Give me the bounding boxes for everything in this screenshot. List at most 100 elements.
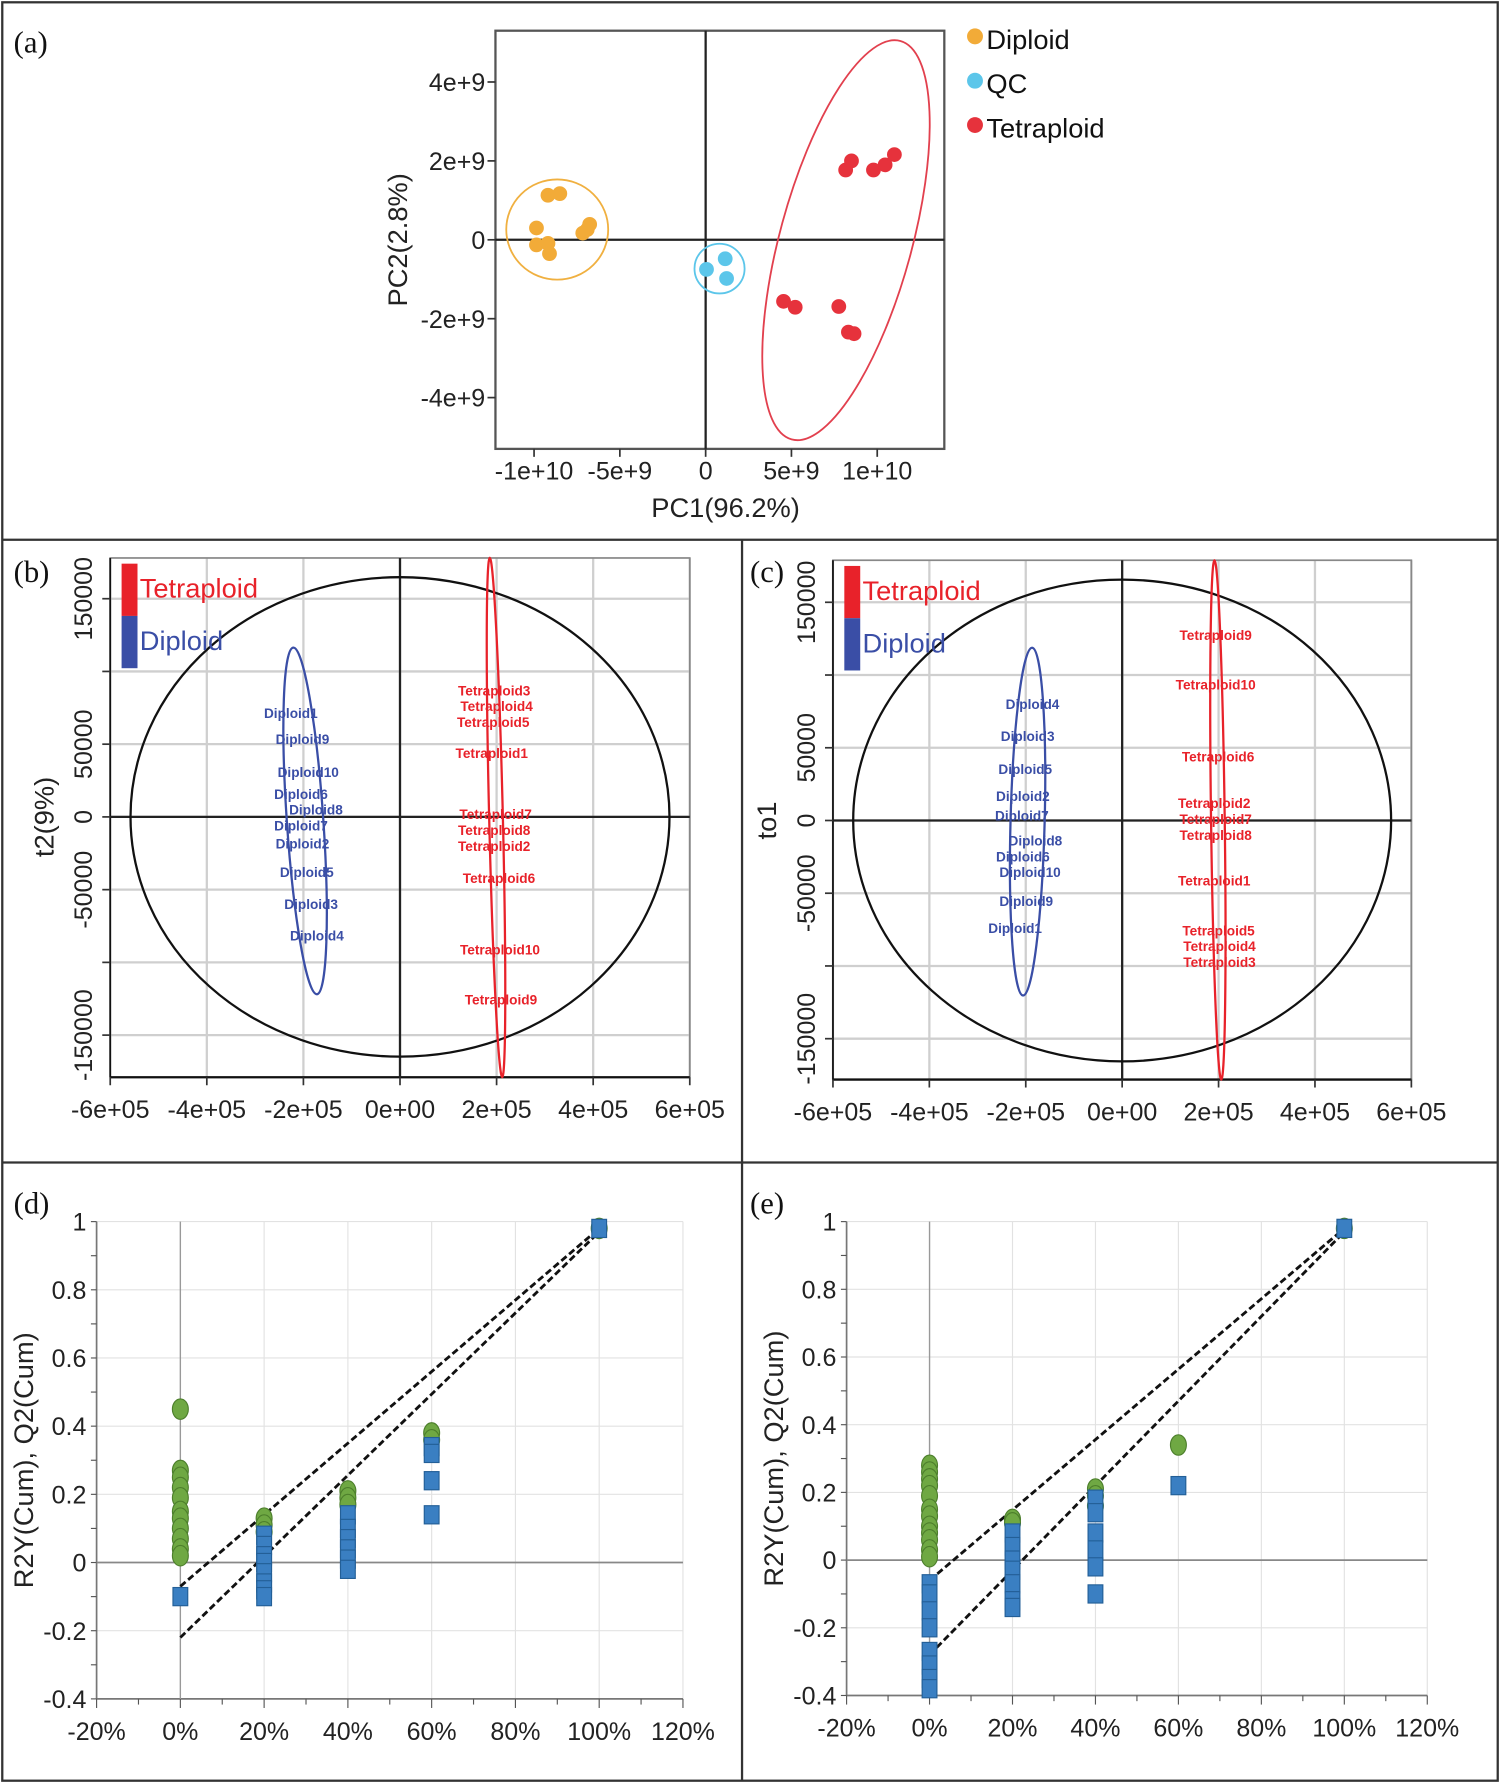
x-tick-label: 2e+05 bbox=[461, 1096, 531, 1124]
q2-point bbox=[921, 1584, 938, 1604]
x-tick-label: -6e+05 bbox=[794, 1098, 873, 1126]
y-tick-label: 1 bbox=[822, 1209, 836, 1237]
point-label-diploid: Diploid4 bbox=[1006, 697, 1060, 712]
point-tetraploid bbox=[776, 293, 791, 309]
point-label-tetraploid: Tetraploid7 bbox=[459, 807, 531, 822]
y-tick-label: 0.4 bbox=[802, 1412, 837, 1440]
point-label-diploid: Diploid8 bbox=[1009, 833, 1063, 848]
x-tick-label: 40% bbox=[323, 1718, 373, 1746]
point-label-tetraploid: Tetraploid2 bbox=[458, 839, 531, 854]
q2-point bbox=[1087, 1540, 1104, 1560]
y-tick-label: 0.8 bbox=[52, 1277, 87, 1305]
q2-point bbox=[423, 1443, 440, 1464]
q2-point bbox=[1087, 1557, 1104, 1577]
confidence-ellipse-tetraploid bbox=[761, 39, 931, 442]
x-tick-label: 4e+05 bbox=[558, 1096, 628, 1124]
x-tick-label: -1e+10 bbox=[495, 458, 574, 486]
q2-point bbox=[591, 1218, 608, 1239]
point-label-diploid: Diploid3 bbox=[284, 897, 338, 912]
q2-point bbox=[1336, 1218, 1353, 1239]
y-axis-title: PC2(2.8%) bbox=[382, 173, 413, 306]
x-tick-label: 60% bbox=[1153, 1714, 1203, 1742]
x-axis-title: PC1(96.2%) bbox=[651, 492, 800, 523]
chart-panel-b: (b) -6e+05 -4e+05 -2e+05 0e+00 2e+05 4e+05 6e+0… bbox=[14, 555, 725, 1124]
q2-point bbox=[1087, 1584, 1104, 1604]
point-label-tetraploid: Tetraploid1 bbox=[456, 746, 529, 761]
y-tick-label: 0.4 bbox=[52, 1413, 87, 1441]
panel-label: (b) bbox=[14, 555, 50, 589]
point-label-tetraploid: Tetraploid3 bbox=[458, 683, 531, 698]
chart-panel-d: (d) -20% 0% 20% 40% 60% 80% 100% 120% 1 0.8 0.6 0.4 0… bbox=[8, 1187, 715, 1746]
x-tick-label: -4e+05 bbox=[168, 1096, 247, 1124]
x-tick-label: -5e+9 bbox=[588, 458, 653, 486]
legend-swatch-tetraploid bbox=[844, 565, 861, 619]
y-axis-title: R2Y(Cum), Q2(Cum) bbox=[758, 1331, 789, 1587]
x-tick-label: -2e+05 bbox=[986, 1098, 1065, 1126]
panel-label: (a) bbox=[14, 25, 48, 59]
y-tick-label: 0 bbox=[72, 1550, 86, 1578]
y-tick-label: -0.2 bbox=[793, 1615, 836, 1643]
point-label-diploid: Diploid7 bbox=[274, 819, 328, 834]
y-axis-title: to1 bbox=[751, 802, 782, 840]
point-label-diploid: Diploid5 bbox=[280, 865, 334, 880]
x-tick-label: -4e+05 bbox=[890, 1098, 969, 1126]
regression-line bbox=[928, 1230, 1346, 1656]
legend-label-diploid: Diploid bbox=[986, 24, 1069, 55]
y-tick-label: 0.2 bbox=[802, 1479, 837, 1507]
q2-point bbox=[339, 1559, 356, 1580]
y-tick-label: -4e+9 bbox=[421, 385, 486, 413]
point-label-diploid: Diploid3 bbox=[1001, 729, 1055, 744]
chart-panel-e: (e) -20% 0% 20% 40% 60% 80% 100% 120% 1 0.8 0.6 0.4 0… bbox=[750, 1187, 1459, 1743]
point-tetraploid bbox=[787, 299, 803, 315]
point-label-diploid: Diploid4 bbox=[290, 929, 344, 944]
y-tick-label: 150000 bbox=[70, 557, 98, 640]
point-qc bbox=[719, 271, 734, 286]
point-label-tetraploid: Tetraploid3 bbox=[1183, 955, 1256, 970]
x-tick-label: 120% bbox=[651, 1718, 715, 1746]
y-tick-label: 50000 bbox=[70, 709, 98, 779]
panel-label: (e) bbox=[750, 1187, 784, 1221]
point-label-diploid: Diploid1 bbox=[264, 706, 318, 721]
q2-point bbox=[423, 1505, 440, 1525]
y-tick-label: 0 bbox=[471, 227, 485, 255]
point-tetraploid bbox=[866, 162, 881, 178]
y-tick-label: 0.2 bbox=[52, 1481, 87, 1509]
legend-label-tetraploid: Tetraploid bbox=[140, 573, 258, 604]
point-qc bbox=[699, 261, 714, 277]
chart-panel-c: (c) -6e+05 -4e+05 -2e+05 0e+00 2e+05 4e+05 6e+0… bbox=[750, 555, 1446, 1127]
x-tick-label: 80% bbox=[490, 1718, 540, 1746]
y-tick-label: 0 bbox=[793, 814, 821, 828]
point-label-tetraploid: Tetraploid8 bbox=[458, 823, 531, 838]
x-tick-label: 4e+05 bbox=[1280, 1098, 1350, 1126]
legend-marker-tetraploid bbox=[967, 117, 983, 133]
x-tick-label: 20% bbox=[239, 1718, 289, 1746]
point-label-diploid: Diploid2 bbox=[276, 837, 330, 852]
y-tick-label: -50000 bbox=[793, 854, 821, 932]
y-axis-title: R2Y(Cum), Q2(Cum) bbox=[8, 1332, 39, 1588]
y-tick-label: 150000 bbox=[793, 561, 821, 644]
q2-point bbox=[921, 1601, 938, 1621]
point-label-tetraploid: Tetraploid6 bbox=[463, 871, 536, 886]
x-tick-label: 120% bbox=[1395, 1714, 1459, 1742]
point-tetraploid bbox=[887, 147, 902, 162]
q2-point bbox=[256, 1586, 273, 1607]
x-tick-label: -6e+05 bbox=[71, 1096, 150, 1124]
y-tick-label: 0 bbox=[822, 1547, 836, 1575]
q2-point bbox=[172, 1586, 189, 1607]
y-tick-label: 0 bbox=[70, 810, 98, 824]
point-tetraploid bbox=[877, 157, 893, 173]
x-tick-label: -20% bbox=[817, 1714, 875, 1742]
x-tick-label: 2e+05 bbox=[1183, 1098, 1253, 1126]
r2y-point bbox=[171, 1398, 189, 1420]
panel-label: (c) bbox=[750, 555, 784, 589]
point-tetraploid bbox=[844, 153, 859, 169]
charts: (a) -1e+10 -5e+9 0 5e+9 1e+10 4e+9 2e+9 0 -2e+9 -4… bbox=[8, 24, 1459, 1746]
chart-panel-a: (a) -1e+10 -5e+9 0 5e+9 1e+10 4e+9 2e+9 0 -2e+9 -4… bbox=[14, 24, 1105, 523]
point-label-diploid: Diploid1 bbox=[988, 921, 1042, 936]
legend-swatch-tetraploid bbox=[121, 563, 138, 616]
point-label-tetraploid: Tetraploid2 bbox=[1178, 796, 1251, 811]
q2-point bbox=[921, 1679, 938, 1699]
q2-point bbox=[1004, 1574, 1021, 1594]
point-label-tetraploid: Tetraploid1 bbox=[1178, 873, 1251, 888]
